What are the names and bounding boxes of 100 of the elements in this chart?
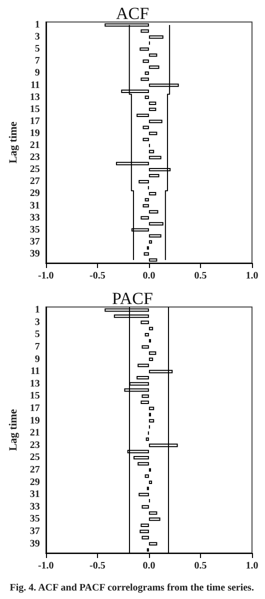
y-tick-label: 5 bbox=[34, 44, 40, 55]
y-tick-label: 27 bbox=[30, 176, 40, 188]
x-tick-label: 0.0 bbox=[142, 560, 156, 572]
y-tick-label: 23 bbox=[30, 152, 40, 164]
bar bbox=[142, 204, 149, 208]
y-tick-label: 5 bbox=[34, 329, 40, 340]
bar bbox=[144, 332, 149, 336]
y-tick-label: 13 bbox=[30, 92, 40, 103]
bar bbox=[144, 198, 149, 202]
bar bbox=[136, 114, 149, 118]
bar bbox=[140, 400, 149, 404]
bar bbox=[148, 108, 156, 112]
bar bbox=[148, 326, 154, 330]
x-tick-label: -1.0 bbox=[38, 560, 54, 572]
x-tick-label: 0.5 bbox=[194, 560, 207, 572]
y-tick-label: 37 bbox=[30, 236, 40, 248]
bar bbox=[142, 138, 149, 142]
y-tick-label: 25 bbox=[30, 164, 40, 176]
bar bbox=[148, 406, 154, 410]
chart-title: ACF bbox=[116, 4, 150, 23]
bar bbox=[148, 174, 160, 178]
x-tick-label: 1.0 bbox=[246, 270, 258, 282]
caption: Fig. 4. ACF and PACF correlograms from the time series. bbox=[10, 582, 254, 594]
bar bbox=[144, 96, 149, 99]
bar bbox=[148, 234, 162, 238]
bar bbox=[148, 358, 154, 361]
bar bbox=[148, 419, 154, 422]
y-tick-label: 27 bbox=[30, 464, 40, 476]
bar bbox=[148, 517, 160, 521]
bar bbox=[142, 345, 149, 349]
y-tick-label: 19 bbox=[30, 128, 40, 139]
bar bbox=[148, 156, 162, 160]
bar bbox=[148, 120, 162, 124]
y-tick-label: 35 bbox=[30, 514, 40, 525]
bar bbox=[148, 35, 164, 39]
y-tick-label: 39 bbox=[30, 538, 40, 550]
y-tick-label: 1 bbox=[34, 304, 40, 316]
y-tick-label: 7 bbox=[34, 341, 40, 352]
y-axis-title: Lag time bbox=[8, 121, 20, 164]
x-tick-label: 0.0 bbox=[142, 270, 156, 282]
bar bbox=[148, 210, 158, 214]
bar bbox=[140, 47, 149, 51]
y-tick-label: 7 bbox=[34, 56, 40, 67]
bar bbox=[144, 72, 149, 75]
bar bbox=[138, 180, 149, 184]
bar bbox=[148, 66, 160, 69]
y-tick-label: 23 bbox=[30, 440, 40, 451]
bar bbox=[142, 126, 149, 130]
y-tick-label: 29 bbox=[30, 476, 40, 488]
y-tick-label: 1 bbox=[34, 20, 40, 31]
y-tick-label: 37 bbox=[30, 526, 40, 537]
bar bbox=[138, 462, 149, 466]
bar bbox=[140, 78, 149, 81]
y-tick-label: 35 bbox=[30, 224, 40, 236]
bar bbox=[148, 351, 156, 355]
y-tick-label: 21 bbox=[30, 428, 40, 439]
y-tick-label: 17 bbox=[30, 402, 40, 414]
bar bbox=[138, 492, 149, 496]
y-tick-label: 33 bbox=[30, 212, 40, 224]
bar bbox=[142, 394, 149, 398]
bar bbox=[136, 376, 149, 380]
bar bbox=[148, 132, 158, 136]
y-tick-label: 21 bbox=[30, 140, 40, 152]
bar bbox=[138, 364, 149, 368]
bar bbox=[140, 216, 149, 220]
bar bbox=[140, 524, 149, 528]
bar bbox=[148, 150, 154, 154]
y-tick-label: 31 bbox=[30, 489, 40, 500]
bar bbox=[140, 530, 149, 534]
y-tick-label: 31 bbox=[30, 200, 40, 212]
bar bbox=[148, 542, 158, 546]
x-tick-label: 1.0 bbox=[246, 560, 258, 572]
bar bbox=[142, 60, 149, 63]
bar bbox=[146, 438, 149, 441]
bar bbox=[144, 474, 149, 478]
bar bbox=[140, 320, 149, 324]
y-tick-label: 3 bbox=[34, 32, 40, 43]
y-tick-label: 33 bbox=[30, 501, 40, 512]
bar bbox=[133, 456, 149, 460]
bar bbox=[148, 53, 158, 57]
y-tick-label: 39 bbox=[30, 248, 40, 260]
bar bbox=[148, 102, 156, 105]
y-tick-label: 13 bbox=[30, 378, 40, 390]
y-tick-label: 9 bbox=[34, 354, 40, 365]
bar bbox=[148, 480, 152, 484]
y-tick-label: 17 bbox=[30, 116, 40, 127]
bar bbox=[142, 536, 149, 540]
bar bbox=[142, 505, 149, 509]
bar bbox=[144, 252, 149, 256]
x-tick-label: -1.0 bbox=[38, 270, 54, 282]
y-tick-label: 15 bbox=[30, 390, 40, 402]
x-tick-label: -0.5 bbox=[90, 560, 106, 572]
x-tick-label: -0.5 bbox=[90, 270, 106, 282]
y-tick-label: 29 bbox=[30, 188, 40, 200]
chart-title: PACF bbox=[112, 289, 153, 308]
y-tick-label: 9 bbox=[34, 68, 40, 79]
bar bbox=[148, 192, 156, 196]
y-tick-label: 15 bbox=[30, 104, 40, 115]
y-tick-label: 11 bbox=[30, 80, 40, 91]
y-tick-label: 19 bbox=[30, 415, 40, 426]
